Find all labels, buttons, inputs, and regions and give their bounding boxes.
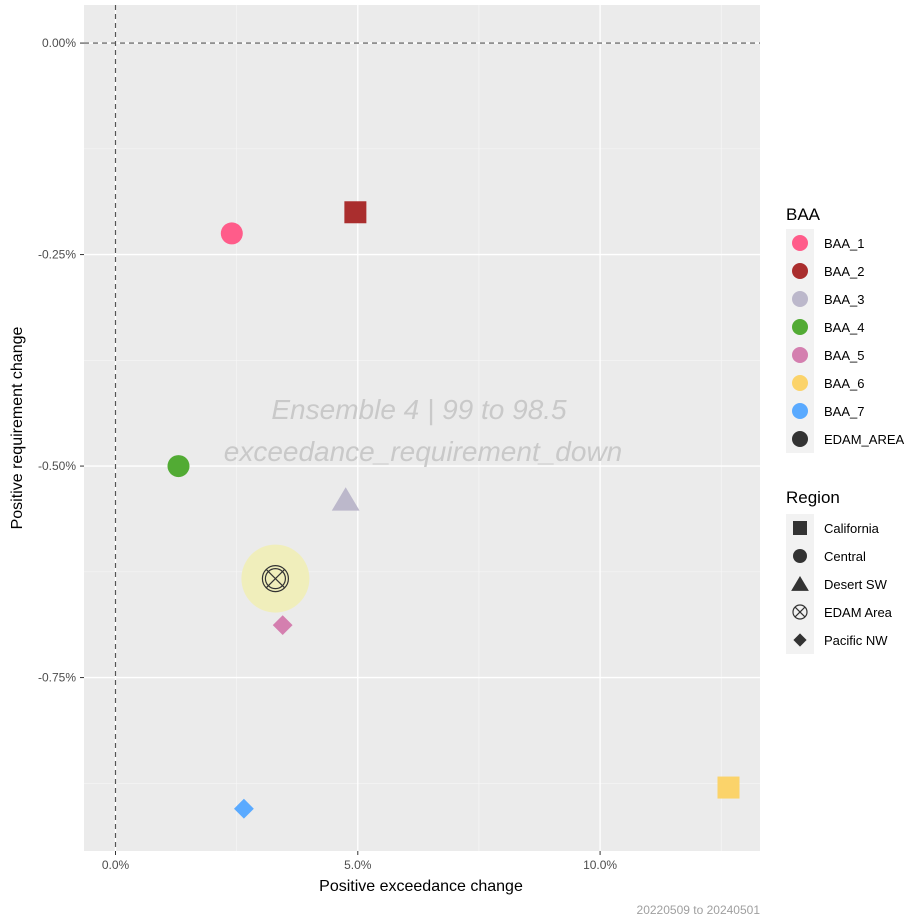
- legend-label-baa-2: BAA_2: [824, 264, 864, 279]
- legend-key-baa-2: [792, 263, 808, 279]
- point-baa-3: [331, 487, 360, 511]
- plot-panel: [84, 5, 760, 851]
- legend-label-baa-6: BAA_6: [824, 376, 864, 391]
- panel-background: [84, 5, 760, 851]
- y-tick-label: -0.50%: [38, 459, 76, 473]
- legend-label-desert-sw: Desert SW: [824, 577, 888, 592]
- legend-key-edam-area: [792, 604, 808, 620]
- watermark-line-2: exceedance_requirement_down: [224, 436, 623, 467]
- point-baa-2: [344, 201, 367, 224]
- legend-label-pacific-nw: Pacific NW: [824, 633, 888, 648]
- data-points: [167, 201, 740, 819]
- point-edam-area-outer-ring: [261, 564, 290, 593]
- legend-label-baa-5: BAA_5: [824, 348, 864, 363]
- legend-label-baa-7: BAA_7: [824, 404, 864, 419]
- point-baa-7: [234, 798, 254, 819]
- y-tick-label: -0.75%: [38, 671, 76, 685]
- legend-key-california: [793, 521, 807, 535]
- legend-label-edam-area: EDAM Area: [824, 605, 893, 620]
- x-tick-label: 10.0%: [583, 858, 617, 872]
- legend-key-baa-1: [792, 235, 808, 251]
- legend-key-baa-7: [792, 403, 808, 419]
- legend-key-pacific-nw: [793, 633, 807, 647]
- watermark: Ensemble 4 | 99 to 98.5 exceedance_requi…: [224, 394, 623, 467]
- point-baa-1: [220, 222, 243, 245]
- point-edam-area-outer: [261, 564, 290, 593]
- y-tick-label: 0.00%: [42, 36, 76, 50]
- legend-label-california: California: [824, 521, 880, 536]
- watermark-line-1: Ensemble 4 | 99 to 98.5: [271, 394, 567, 425]
- legend-label-baa-3: BAA_3: [824, 292, 864, 307]
- y-tick-label: -0.25%: [38, 248, 76, 262]
- x-axis-title: Positive exceedance change: [319, 878, 523, 895]
- caption: 20220509 to 20240501: [637, 903, 761, 917]
- legend-key-baa-4: [792, 319, 808, 335]
- legend-key-baa-5: [792, 347, 808, 363]
- legend-title-region: Region: [786, 488, 840, 507]
- legend-key-edam-area: [792, 431, 808, 447]
- legend-key-edam-area-ring: [792, 604, 808, 620]
- legend-key-desert-sw: [791, 575, 809, 591]
- x-tick-label: 0.0%: [102, 858, 130, 872]
- legend-title-baa: BAA: [786, 205, 821, 224]
- legend-key-baa-6: [792, 375, 808, 391]
- point-edam-area-outer-cross-b: [265, 568, 286, 589]
- legend-label-baa-1: BAA_1: [824, 236, 864, 251]
- legend-key-central: [793, 549, 807, 563]
- x-tick-label: 5.0%: [344, 858, 372, 872]
- legend-label-baa-4: BAA_4: [824, 320, 864, 335]
- legend-label-edam-area: EDAM_AREA: [824, 432, 905, 447]
- point-baa-6: [717, 776, 740, 799]
- point-baa-4: [167, 455, 190, 478]
- reference-lines: [84, 5, 760, 851]
- point-edam-area-inner-ring: [264, 567, 287, 590]
- legend-label-central: Central: [824, 549, 866, 564]
- point-edam-area: [261, 564, 290, 593]
- legend-key-edam-area-cross-b: [794, 606, 806, 618]
- y-axis-ticks: 0.00% -0.25% -0.50% -0.75%: [38, 36, 84, 685]
- x-axis-ticks: 0.0% 5.0% 10.0%: [102, 851, 617, 872]
- y-axis-title: Positive requirement change: [9, 327, 26, 530]
- legend-key-baa-3: [792, 291, 808, 307]
- point-baa-5: [272, 615, 293, 636]
